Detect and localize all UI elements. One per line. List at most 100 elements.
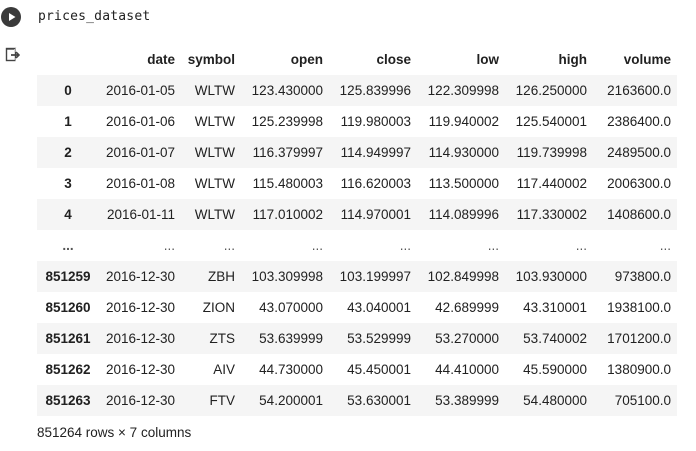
cell-index: ... (62, 238, 74, 253)
cell-high: 117.330002 (516, 207, 587, 222)
table-row: 851262 2016-12-30 AIV 44.730000 45.450001 44.… (37, 354, 677, 385)
cell-volume: 2489500.0 (607, 145, 671, 160)
cell-date: 2016-12-30 (105, 331, 175, 346)
cell-volume: 2386400.0 (607, 114, 671, 129)
table-row: 851260 2016-12-30 ZION 43.070000 43.040001 42… (37, 292, 677, 323)
cell-date: 2016-01-07 (105, 145, 175, 160)
cell-high: 45.590000 (523, 362, 587, 377)
cell-high: 126.250000 (515, 83, 587, 98)
table-row: 851263 2016-12-30 FTV 54.200001 53.630001 53.… (37, 385, 677, 416)
cell-low: 114.930000 (428, 145, 499, 160)
table-header-row: date symbol open close low high volume (37, 44, 677, 75)
code-cell: prices_dataset (0, 0, 696, 38)
cell-close: 114.970001 (340, 207, 411, 222)
run-cell-button[interactable] (1, 7, 21, 27)
cell-low: ... (487, 238, 499, 253)
column-header-open: open (290, 52, 323, 67)
cell-open: 123.430000 (251, 83, 323, 98)
output-redirect-icon[interactable] (5, 47, 21, 63)
column-header-high: high (558, 52, 588, 67)
column-header-close: close (376, 52, 411, 67)
cell-date: 2016-01-06 (105, 114, 175, 129)
cell-low: 113.500000 (428, 176, 499, 191)
cell-symbol: AIV (213, 362, 235, 377)
cell-low: 42.689999 (435, 300, 499, 315)
cell-date: ... (163, 238, 175, 253)
cell-high: 103.930000 (515, 269, 587, 284)
cell-open: 125.239998 (251, 114, 323, 129)
cell-volume: 1408600.0 (607, 207, 671, 222)
cell-high: 53.740002 (523, 331, 587, 346)
cell-volume: 1701200.0 (607, 331, 671, 346)
cell-date: 2016-12-30 (105, 269, 175, 284)
cell-close: 116.620003 (340, 176, 411, 191)
cell-close: 53.630001 (347, 393, 411, 408)
cell-index: 851263 (45, 393, 91, 408)
cell-close: 45.450001 (347, 362, 411, 377)
cell-date: 2016-01-05 (105, 83, 175, 98)
code-input[interactable]: prices_dataset (38, 9, 151, 24)
cell-high: 119.739998 (516, 145, 587, 160)
cell-low: 119.940002 (428, 114, 499, 129)
table-shape-summary: 851264 rows × 7 columns (37, 425, 192, 440)
table-row: 1 2016-01-06 WLTW 125.239998 119.980003 119.9… (37, 106, 677, 137)
table-row: 3 2016-01-08 WLTW 115.480003 116.620003 113.5… (37, 168, 677, 199)
table-row-ellipsis: ........................ (37, 230, 677, 261)
cell-close: 125.839996 (339, 83, 411, 98)
cell-date: 2016-12-30 (105, 362, 175, 377)
cell-low: 102.849998 (427, 269, 499, 284)
cell-index: 851259 (45, 269, 91, 284)
column-header-volume: volume (623, 52, 671, 67)
cell-symbol: ZBH (208, 269, 235, 284)
index-header (37, 44, 99, 75)
cell-date: 2016-12-30 (105, 393, 175, 408)
table-row: 4 2016-01-11 WLTW 117.010002 114.970001 114.0… (37, 199, 677, 230)
cell-index: 4 (64, 207, 72, 222)
cell-high: 54.480000 (523, 393, 587, 408)
cell-open: ... (311, 238, 323, 253)
cell-symbol: WLTW (194, 145, 235, 160)
cell-high: 125.540001 (515, 114, 587, 129)
cell-open: 115.480003 (252, 176, 323, 191)
cell-symbol: WLTW (194, 114, 235, 129)
cell-volume: 2006300.0 (607, 176, 671, 191)
cell-open: 54.200001 (259, 393, 323, 408)
table-row: 851261 2016-12-30 ZTS 53.639999 53.529999 53.… (37, 323, 677, 354)
cell-symbol: WLTW (194, 207, 235, 222)
cell-open: 117.010002 (252, 207, 323, 222)
table-row: 2 2016-01-07 WLTW 116.379997 114.949997 114.9… (37, 137, 677, 168)
cell-open: 116.379997 (252, 145, 323, 160)
cell-open: 53.639999 (259, 331, 323, 346)
cell-volume: 1938100.0 (607, 300, 671, 315)
column-header-low: low (476, 52, 500, 67)
cell-volume: 973800.0 (614, 269, 671, 284)
cell-low: 53.389999 (435, 393, 499, 408)
cell-high: ... (575, 238, 587, 253)
cell-volume: 1380900.0 (607, 362, 671, 377)
cell-symbol: ZION (202, 300, 235, 315)
cell-close: 114.949997 (340, 145, 411, 160)
cell-date: 2016-12-30 (105, 300, 175, 315)
play-icon (9, 13, 16, 21)
cell-close: 43.040001 (347, 300, 411, 315)
cell-volume: 2163600.0 (607, 83, 671, 98)
cell-index: 1 (64, 114, 72, 129)
column-header-symbol: symbol (187, 52, 235, 67)
column-header-date: date (147, 52, 175, 67)
cell-index: 851261 (45, 331, 91, 346)
cell-date: 2016-01-11 (106, 207, 175, 222)
cell-index: 851260 (45, 300, 91, 315)
cell-high: 43.310001 (523, 300, 587, 315)
cell-symbol: WLTW (194, 83, 235, 98)
cell-index: 3 (64, 176, 72, 191)
cell-index: 2 (64, 145, 72, 160)
cell-close: 119.980003 (340, 114, 411, 129)
cell-close: ... (399, 238, 411, 253)
cell-low: 44.410000 (435, 362, 499, 377)
dataframe-table: date symbol open close low high volume 0… (37, 44, 677, 416)
table-row: 0 2016-01-05 WLTW 123.430000 125.839996 122.3… (37, 75, 677, 106)
cell-open: 43.070000 (259, 300, 323, 315)
cell-volume: ... (659, 238, 671, 253)
cell-date: 2016-01-08 (105, 176, 175, 191)
cell-output: date symbol open close low high volume 0… (37, 44, 677, 416)
